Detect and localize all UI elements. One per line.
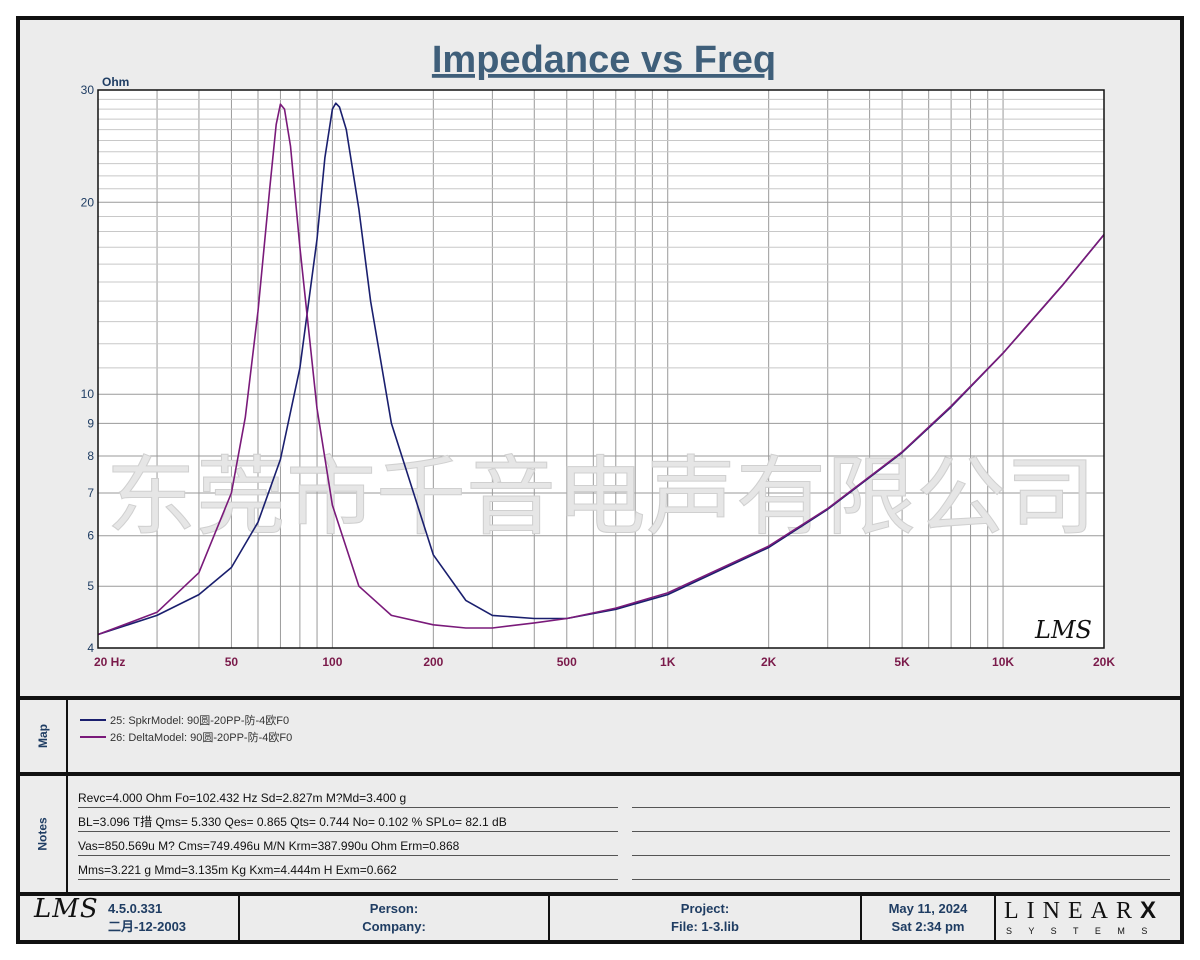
version-text: 4.5.0.331 [108,901,163,916]
note-line: BL=3.096 T措 Qms= 5.330 Qes= 0.865 Qts= 0… [78,814,618,832]
brand-text: LINEAR [1004,898,1140,924]
y-tick-label: 10 [81,387,95,401]
y-tick-label: 5 [87,579,94,593]
x-tick-label: 200 [423,655,443,669]
impedance-chart: Impedance vs Freq Ohm 东莞市千音电声有限公司 LMS 20… [81,39,1116,669]
y-tick-label: 7 [87,486,94,500]
legend-item[interactable]: 25: SpkrModel: 90圆-20PP-防-4欧F0 [80,712,289,728]
lms-report-frame: Impedance vs Freq Ohm 东莞市千音电声有限公司 LMS 20… [16,16,1184,944]
footer-project-cell: Project: File: 1-3.lib [550,896,862,944]
y-tick-label: 8 [87,449,94,463]
time-text: Sat 2:34 pm [891,919,965,934]
x-tick-label: 5K [894,655,910,669]
chart-panel: Impedance vs Freq Ohm 东莞市千音电声有限公司 LMS 20… [20,20,1180,696]
x-tick-label: 1K [660,655,676,669]
y-tick-label: 6 [87,529,94,543]
footer-version-cell: LMS 4.5.0.331 二月-12-2003 [20,896,240,940]
watermark-text: 东莞市千音电声有限公司 [106,448,1096,548]
notes-label: Notes [36,817,50,851]
plot-area [98,90,1104,648]
map-label: Map [36,724,50,748]
separator [20,772,1180,776]
separator [20,892,1180,896]
lms-logo: LMS [34,894,99,924]
brand-x-text: X [1139,897,1156,924]
note-blank-line [632,814,1170,832]
note-line: Revc=4.000 Ohm Fo=102.432 Hz Sd=2.827m M… [78,790,618,808]
notes-panel: Notes Revc=4.000 Ohm Fo=102.432 Hz Sd=2.… [20,776,1180,892]
y-tick-label: 4 [87,641,94,655]
footer-panel: LMS 4.5.0.331 二月-12-2003 Person: Company… [20,896,1180,944]
note-line: Mms=3.221 g Mmd=3.135m Kg Kxm=4.444m H E… [78,862,618,880]
y-tick-label: 9 [87,416,94,430]
x-tick-label: 50 [225,655,239,669]
separator [20,696,1180,700]
y-tick-label: 20 [81,195,95,209]
legend-swatch [80,719,106,721]
brand-sub-text: S Y S T E M S [1006,926,1155,936]
linearx-logo: LINEARX S Y S T E M S [996,896,1180,940]
x-tick-label: 500 [557,655,577,669]
legend-label: 25: SpkrModel: 90圆-20PP-防-4欧F0 [110,715,290,727]
map-panel: Map 25: SpkrModel: 90圆-20PP-防-4欧F0 26: D… [20,700,1180,772]
plot-logo: LMS [1034,616,1092,644]
x-tick-label: 20 Hz [94,655,125,669]
x-tick-label: 100 [322,655,342,669]
map-sidebar: Map [20,700,68,772]
plot-border [97,89,1105,649]
project-label: Project: [680,901,730,916]
person-label: Person: [369,901,419,916]
chart-title: Impedance vs Freq [432,39,776,81]
note-blank-line [632,790,1170,808]
legend-item[interactable]: 26: DeltaModel: 90圆-20PP-防-4欧F0 [80,729,292,745]
file-label: File: 1-3.lib [671,919,739,934]
legend-swatch [80,736,106,738]
y-tick-label: 30 [81,83,95,97]
footer-person-cell: Person: Company: [240,896,550,944]
x-tick-label: 2K [761,655,777,669]
build-date-text: 二月-12-2003 [108,919,187,934]
note-blank-line [632,862,1170,880]
note-blank-line [632,838,1170,856]
company-label: Company: [362,919,426,934]
note-line: Vas=850.569u M? Cms=749.496u M/N Krm=387… [78,838,618,856]
series-line [97,103,1105,636]
footer-date-cell: May 11, 2024 Sat 2:34 pm [862,896,996,944]
x-tick-label: 20K [1093,655,1115,669]
x-tick-label: 10K [992,655,1014,669]
y-axis-unit-label: Ohm [102,75,129,89]
date-text: May 11, 2024 [888,901,968,916]
legend-label: 26: DeltaModel: 90圆-20PP-防-4欧F0 [110,732,293,744]
notes-sidebar: Notes [20,776,68,892]
